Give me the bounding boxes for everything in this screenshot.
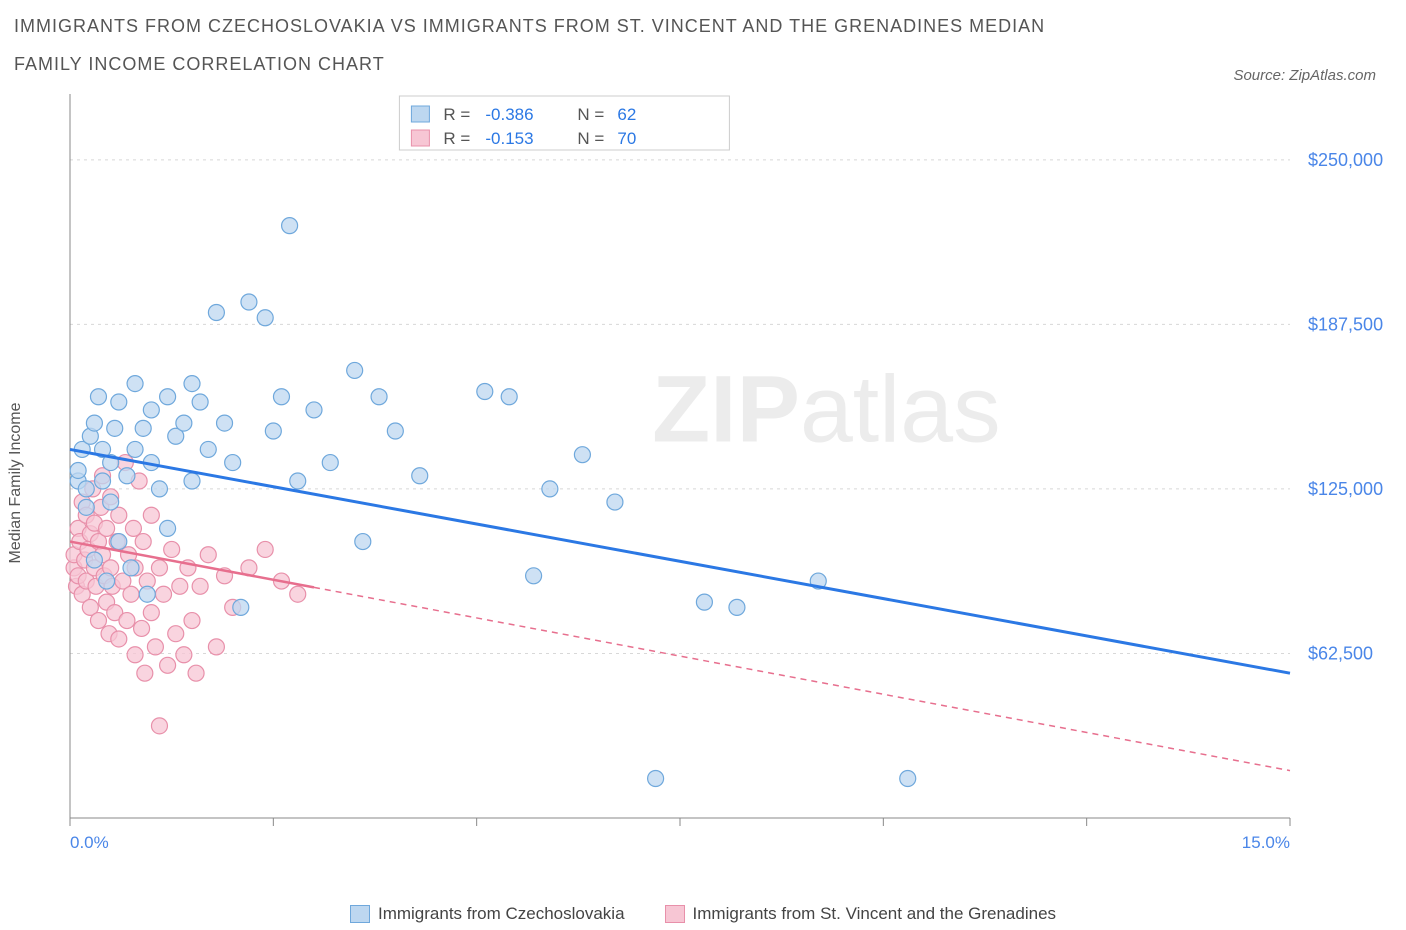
- y-axis-label: Median Family Income: [7, 403, 25, 564]
- svg-text:R =: R =: [443, 105, 470, 124]
- scatter-chart: $62,500 $125,000 $187,500 $250,000 0.0% 15.0%…: [60, 88, 1390, 878]
- svg-text:62: 62: [617, 105, 636, 124]
- legend-label: Immigrants from Czechoslovakia: [378, 904, 625, 924]
- source-label: Source: ZipAtlas.com: [1233, 67, 1376, 84]
- legend-item-czechoslovakia: Immigrants from Czechoslovakia: [350, 904, 625, 924]
- legend-label: Immigrants from St. Vincent and the Gren…: [693, 904, 1056, 924]
- svg-text:$250,000: $250,000: [1308, 150, 1383, 170]
- svg-text:15.0%: 15.0%: [1242, 833, 1290, 852]
- plot-container: Median Family Income $62,500$125,000$187…: [50, 88, 1390, 878]
- bottom-legend: Immigrants from Czechoslovakia Immigrant…: [0, 904, 1406, 924]
- chart-title: IMMIGRANTS FROM CZECHOSLOVAKIA VS IMMIGR…: [14, 8, 1114, 84]
- svg-text:$187,500: $187,500: [1308, 314, 1383, 334]
- svg-text:70: 70: [617, 129, 636, 148]
- legend-item-stvincent: Immigrants from St. Vincent and the Gren…: [665, 904, 1056, 924]
- svg-text:ZIPatlas: ZIPatlas: [652, 357, 1000, 463]
- svg-text:-0.386: -0.386: [485, 105, 533, 124]
- legend-swatch-icon: [350, 905, 370, 923]
- svg-text:N =: N =: [577, 129, 604, 148]
- svg-text:$62,500: $62,500: [1308, 643, 1373, 663]
- svg-text:$125,000: $125,000: [1308, 479, 1383, 499]
- svg-text:-0.153: -0.153: [485, 129, 533, 148]
- svg-text:0.0%: 0.0%: [70, 833, 109, 852]
- svg-text:N =: N =: [577, 105, 604, 124]
- svg-text:R =: R =: [443, 129, 470, 148]
- legend-swatch-icon: [665, 905, 685, 923]
